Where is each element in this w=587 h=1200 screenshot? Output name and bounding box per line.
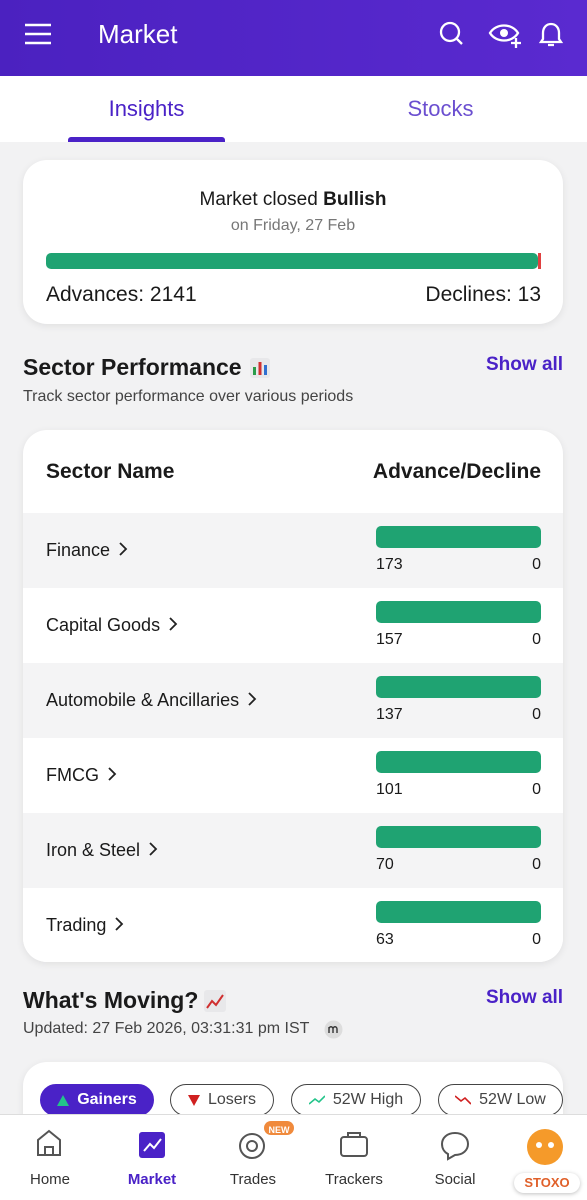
sector-name: Iron & Steel [46, 840, 158, 861]
sector-name: Trading [46, 915, 124, 936]
trend-icon [308, 1095, 325, 1105]
header-icons[interactable] [438, 20, 568, 50]
declines-value: 0 [532, 556, 541, 573]
sector-bar [376, 901, 541, 923]
declines-value: 0 [532, 781, 541, 798]
chevron-icon [248, 692, 257, 706]
updated: Updated: 27 Feb 2026, 03:31:31 pm IST [23, 1020, 310, 1037]
nav-item[interactable]: Trackers [325, 1171, 383, 1188]
section-title-text: Sector Performance [23, 354, 242, 380]
filter-pill[interactable]: Gainers [40, 1084, 154, 1116]
down-icon [187, 1094, 200, 1106]
sector-name: FMCG [46, 765, 117, 786]
chevron-icon [108, 767, 117, 781]
menu-icon[interactable] [24, 22, 52, 46]
filter-pill[interactable]: Losers [170, 1084, 274, 1116]
chart-emoji [250, 358, 270, 378]
declines-label: Declines: [425, 283, 512, 306]
bottom-nav: NEW Home Market Trades Trackers Social S… [0, 1114, 587, 1200]
info-icon [324, 1020, 343, 1039]
filter-pill[interactable]: 52W Low [438, 1084, 563, 1116]
declines: Declines: 13 [425, 283, 541, 307]
advances-value: 70 [376, 856, 394, 873]
section-title: What's Moving? [23, 987, 199, 1013]
nav-item[interactable]: Trades [229, 1171, 277, 1188]
status: Bullish [323, 189, 387, 210]
filter-pill[interactable]: 52W High [291, 1084, 421, 1116]
chart-emoji [204, 990, 226, 1012]
nav-badge: NEW [268, 1125, 290, 1135]
declines-value: 0 [532, 706, 541, 723]
tab[interactable]: Insights [108, 96, 185, 121]
advance-bar [376, 751, 541, 773]
sector-bar [376, 826, 541, 848]
chevron-icon [115, 917, 124, 931]
advances-value: 173 [376, 556, 403, 573]
trend-icon [455, 1095, 472, 1105]
decline-bar [538, 253, 541, 269]
sector-bar [376, 751, 541, 773]
declines-value: 0 [532, 856, 541, 873]
section-subtitle: Track sector performance over various pe… [23, 388, 354, 405]
header: Market [0, 0, 587, 76]
up-icon [57, 1094, 70, 1106]
sector-row[interactable]: FMCG 101 0 [23, 738, 563, 813]
tab[interactable]: Stocks [407, 96, 474, 121]
header-title: Market [98, 19, 178, 49]
sector-row[interactable]: Capital Goods 157 0 [23, 588, 563, 663]
status-text: Market closed [199, 189, 318, 210]
filter-label: Gainers [77, 1091, 137, 1108]
sector-row[interactable]: Finance 173 0 [23, 513, 563, 588]
filter-label: 52W High [332, 1091, 404, 1108]
show-all[interactable]: Show all [486, 354, 564, 375]
sector-table: Sector Name Advance/Decline Finance 173 0 C… [23, 430, 563, 962]
advances-value: 157 [376, 631, 403, 648]
sector-row[interactable]: Automobile & Ancillaries 137 0 [23, 663, 563, 738]
sector-name: Automobile & Ancillaries [46, 690, 257, 711]
chevron-icon [119, 542, 128, 556]
sector-name: Capital Goods [46, 615, 178, 636]
advances-value: 137 [376, 706, 403, 723]
chevron-icon [169, 617, 178, 631]
declines-value: 0 [532, 631, 541, 648]
advance-bar [46, 253, 539, 269]
nav-item[interactable]: Home [29, 1171, 70, 1188]
brand[interactable]: STOXO [514, 1173, 580, 1193]
show-all[interactable]: Show all [486, 987, 564, 1008]
advances-value: 2141 [149, 283, 197, 306]
nav-item[interactable]: Social [434, 1171, 476, 1188]
advances-value: 63 [376, 931, 394, 948]
sector-bar [376, 601, 541, 623]
advances-label: Advances: [46, 283, 145, 306]
sector-row[interactable]: Iron & Steel 70 0 [23, 813, 563, 888]
column-header: Sector Name [46, 460, 175, 483]
status-line: Market closed Bullish [23, 189, 563, 211]
advance-decline-bar [46, 253, 541, 269]
sector-bar [376, 676, 541, 698]
declines-value: 13 [517, 283, 541, 306]
advance-bar [376, 901, 541, 923]
chevron-icon [149, 842, 158, 856]
filter-label: Losers [207, 1091, 257, 1108]
section-title: Sector Performance [23, 354, 242, 381]
nav-icons [37, 1121, 563, 1165]
advances: Advances: 2141 [46, 283, 197, 307]
sector-bar [376, 526, 541, 548]
advance-bar [376, 676, 541, 698]
tabs: Insights Stocks [0, 76, 587, 142]
column-header: Advance/Decline [372, 460, 541, 483]
sector-name: Finance [46, 540, 128, 561]
sector-row[interactable]: Trading 63 0 [23, 888, 563, 962]
filter-label: 52W Low [479, 1091, 546, 1108]
date: on Friday, 27 Feb [230, 217, 356, 234]
advance-bar [376, 826, 541, 848]
advance-bar [376, 526, 541, 548]
declines-value: 0 [532, 931, 541, 948]
nav-item[interactable]: Market [127, 1171, 177, 1188]
tab-indicator [68, 137, 225, 142]
market-summary: Market closed Bullish on Friday, 27 Feb … [23, 160, 563, 324]
advances-value: 101 [376, 781, 403, 798]
advance-bar [376, 601, 541, 623]
